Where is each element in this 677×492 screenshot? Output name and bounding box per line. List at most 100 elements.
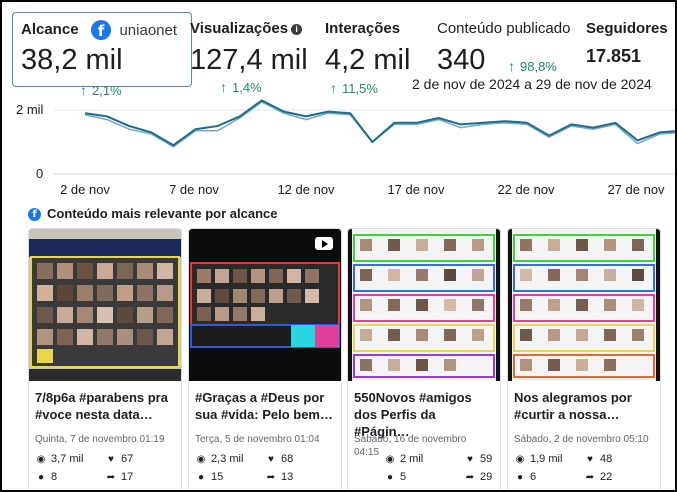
shares-stat: ➦ 29 — [464, 471, 492, 483]
share-icon: ➦ — [266, 472, 276, 483]
views-stat: ◉ 2 mil — [384, 453, 424, 465]
shares-count: 22 — [600, 471, 613, 483]
post-thumbnail[interactable] — [189, 229, 341, 381]
shares-count: 29 — [480, 471, 493, 483]
date-range: 2 de nov de 2024 a 29 de nov de 2024 — [412, 76, 652, 92]
reactions-stat: ♥ 48 — [584, 453, 612, 465]
facebook-icon: f — [91, 20, 111, 40]
metric-value-interacoes: 4,2 mil — [325, 44, 411, 76]
eye-icon: ◉ — [36, 454, 46, 465]
comment-icon: ● — [386, 472, 394, 483]
shares-stat: ➦ 22 — [584, 471, 612, 483]
collage-image — [189, 229, 341, 381]
eye-icon: ◉ — [196, 454, 206, 465]
heart-icon: ♥ — [467, 454, 473, 465]
arrow-up-icon: ↑ — [508, 58, 515, 74]
post-title[interactable]: 550Novos #amigos dos Perfis da #Págin… — [354, 390, 472, 439]
post-title[interactable]: Nos alegramos por #curtir a nossa… — [514, 390, 632, 422]
eye-icon: ◉ — [515, 454, 525, 465]
metric-label: Visualizações — [190, 20, 289, 37]
delta-value: 1,4% — [232, 80, 262, 95]
metric-label: Conteúdo publicado — [437, 20, 571, 37]
comment-icon: ● — [197, 472, 205, 483]
reactions-count: 48 — [600, 453, 613, 465]
comments-stat: ● 6 — [514, 471, 536, 483]
post-thumbnail[interactable] — [348, 229, 500, 381]
views-count: 2,3 mil — [211, 453, 244, 465]
shares-count: 17 — [121, 471, 134, 483]
reactions-count: 68 — [281, 453, 294, 465]
share-icon: ➦ — [465, 472, 475, 483]
metric-delta-alcance: ↑ 2,1% — [80, 82, 122, 98]
x-tick-label: 7 de nov — [169, 182, 219, 197]
heart-icon: ♥ — [268, 454, 274, 465]
account-name: uniaonet — [119, 21, 178, 39]
metric-delta-visualizacoes: ↑ 1,4% — [220, 79, 262, 95]
delta-value: 11,5% — [342, 81, 378, 96]
delta-value: 98,8% — [520, 59, 557, 74]
share-icon: ➦ — [585, 472, 595, 483]
post-title[interactable]: #Graças a #Deus por sua #vida: Pelo bem… — [195, 390, 333, 422]
metric-seguidores[interactable]: Seguidores — [586, 20, 668, 38]
info-icon[interactable]: i — [291, 24, 303, 35]
collage-image — [508, 229, 660, 381]
collage-image — [29, 229, 181, 381]
metric-conteudo[interactable]: Conteúdo publicado — [437, 20, 570, 38]
shares-count: 13 — [281, 471, 294, 483]
post-title[interactable]: 7/8p6a #parabens pra #voce nesta data… — [35, 390, 168, 422]
facebook-icon: f — [28, 208, 41, 222]
views-count: 3,7 mil — [51, 453, 84, 465]
comments-stat: ● 5 — [384, 471, 406, 483]
metric-value-visualizacoes: 127,4 mil — [190, 44, 308, 76]
comments-stat: ● 8 — [35, 471, 57, 483]
section-title: f Conteúdo mais relevante por alcance — [28, 206, 278, 222]
y-tick-label: 0 — [36, 166, 44, 181]
metric-alcance: Alcance f uniaonet — [21, 20, 177, 40]
metric-visualizacoes[interactable]: Visualizações i — [190, 20, 303, 38]
shares-stat: ➦ 13 — [265, 471, 293, 483]
metric-interacoes[interactable]: Interações — [325, 20, 400, 38]
comments-stat: ● 15 — [195, 471, 223, 483]
comments-count: 15 — [211, 471, 224, 483]
post-date: Terça, 5 de novembro 01:04 — [195, 434, 320, 445]
comment-icon: ● — [516, 472, 524, 483]
collage-image — [348, 229, 500, 381]
section-title-text: Conteúdo mais relevante por alcance — [47, 206, 278, 221]
comment-icon: ● — [37, 472, 45, 483]
post-card[interactable]: #Graças a #Deus por sua #vida: Pelo bem…… — [188, 228, 342, 490]
x-tick-label: 2 de nov — [60, 182, 110, 197]
post-card[interactable]: 7/8p6a #parabens pra #voce nesta data… Q… — [28, 228, 182, 490]
reactions-count: 67 — [121, 453, 134, 465]
post-date: Sábado, 16 de novembro 04:15 — [354, 434, 467, 458]
views-count: 1,9 mil — [530, 453, 563, 465]
metric-delta-conteudo: ↑ 98,8% — [508, 58, 557, 74]
heart-icon: ♥ — [108, 454, 114, 465]
post-thumbnail[interactable] — [29, 229, 181, 381]
metric-value-conteudo: 340 — [437, 44, 486, 76]
views-stat: ◉ 3,7 mil — [35, 453, 84, 465]
post-card[interactable]: 550Novos #amigos dos Perfis da #Págin… S… — [347, 228, 501, 490]
series-line-current — [84, 99, 675, 147]
reactions-count: 59 — [480, 453, 493, 465]
metric-label: Alcance — [21, 21, 79, 39]
metric-label: Interações — [325, 20, 401, 37]
x-tick-label: 22 de nov — [497, 182, 555, 197]
metric-label: Seguidores — [586, 20, 668, 37]
series-line-previous — [84, 101, 675, 148]
reactions-stat: ♥ 59 — [464, 453, 492, 465]
x-tick-label: 17 de nov — [387, 182, 445, 197]
delta-value: 2,1% — [92, 83, 122, 98]
views-count: 2 mil — [400, 453, 424, 465]
post-card[interactable]: Nos alegramos por #curtir a nossa… Sábad… — [507, 228, 661, 490]
post-thumbnail[interactable] — [508, 229, 660, 381]
x-tick-label: 27 de nov — [607, 182, 665, 197]
comments-count: 8 — [51, 471, 58, 483]
arrow-up-icon: ↑ — [80, 82, 87, 98]
y-tick-label: 2 mil — [16, 102, 44, 117]
arrow-up-icon: ↑ — [330, 80, 337, 96]
reactions-stat: ♥ 68 — [265, 453, 293, 465]
eye-icon: ◉ — [385, 454, 395, 465]
x-tick-label: 12 de nov — [277, 182, 335, 197]
play-icon — [315, 237, 333, 250]
